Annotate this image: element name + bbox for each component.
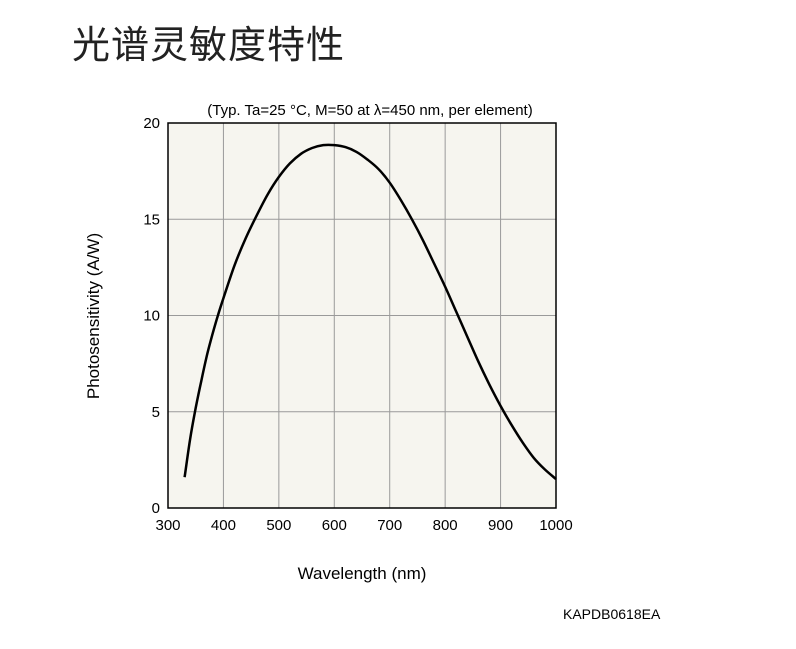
y-axis-ticks: 0 5 10 15 20 (143, 115, 160, 517)
x-tick-label: 400 (211, 517, 236, 534)
x-tick-label: 1000 (539, 517, 572, 534)
page-title: 光谱灵敏度特性 (72, 23, 346, 67)
y-tick-label: 10 (143, 308, 160, 325)
y-axis-label: Photosensitivity (A/W) (84, 233, 103, 399)
x-axis-ticks: 300 400 500 600 700 800 900 1000 (155, 517, 572, 534)
y-tick-label: 15 (143, 211, 160, 228)
y-tick-label: 20 (143, 115, 160, 132)
x-axis-label: Wavelength (nm) (298, 564, 427, 583)
x-tick-label: 500 (266, 517, 291, 534)
gridlines (168, 123, 556, 508)
x-tick-label: 600 (322, 517, 347, 534)
chart-subtitle: (Typ. Ta=25 °C, M=50 at λ=450 nm, per el… (207, 102, 532, 119)
figure-code: KAPDB0618EA (563, 606, 661, 622)
y-tick-label: 0 (152, 500, 160, 517)
sensitivity-curve (183, 143, 557, 481)
x-tick-label: 300 (155, 517, 180, 534)
x-tick-label: 800 (433, 517, 458, 534)
plot-frame (167, 122, 557, 509)
x-tick-label: 700 (377, 517, 402, 534)
y-tick-label: 5 (152, 404, 160, 421)
x-tick-label: 900 (488, 517, 513, 534)
